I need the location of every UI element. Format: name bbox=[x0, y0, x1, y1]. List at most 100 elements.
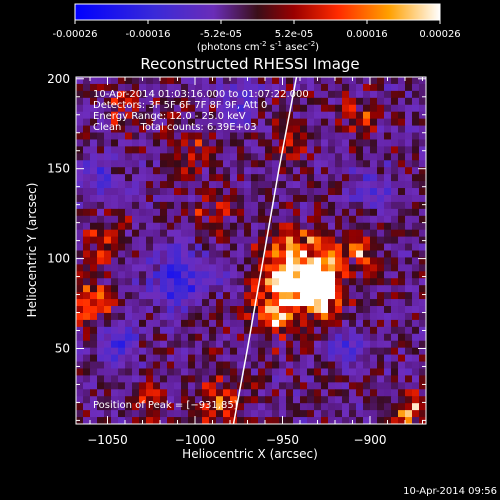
heatmap-cell bbox=[398, 299, 406, 307]
heatmap-cell bbox=[251, 83, 259, 92]
heatmap-cell bbox=[230, 236, 238, 245]
heatmap-cell bbox=[83, 97, 91, 106]
heatmap-cell bbox=[293, 153, 301, 161]
heatmap-cell bbox=[216, 354, 224, 363]
heatmap-cell bbox=[146, 97, 154, 106]
heatmap-cell bbox=[76, 396, 84, 404]
heatmap-cell bbox=[181, 368, 189, 377]
heatmap-cell bbox=[335, 201, 343, 210]
heatmap-cell bbox=[419, 243, 426, 252]
heatmap-cell bbox=[286, 125, 294, 134]
heatmap-cell bbox=[251, 97, 259, 106]
heatmap-cell bbox=[377, 83, 385, 92]
heatmap-cell bbox=[132, 208, 140, 217]
heatmap-cell bbox=[237, 278, 245, 286]
heatmap-cell bbox=[202, 312, 210, 321]
heatmap-cell bbox=[419, 174, 426, 182]
heatmap-cell bbox=[97, 229, 105, 238]
heatmap-cell bbox=[237, 326, 245, 335]
heatmap-cell bbox=[279, 382, 287, 390]
heatmap-cell bbox=[118, 264, 126, 272]
heatmap-cell bbox=[223, 410, 231, 418]
heatmap-cell bbox=[83, 417, 91, 424]
heatmap-cell bbox=[216, 278, 224, 286]
heatmap-cell bbox=[104, 285, 112, 293]
heatmap-cell bbox=[363, 97, 371, 106]
heatmap-cell bbox=[223, 250, 231, 259]
heatmap-cell bbox=[139, 243, 147, 252]
heatmap-cell bbox=[104, 257, 112, 265]
heatmap-cell bbox=[412, 160, 420, 168]
heatmap-cell bbox=[398, 271, 406, 279]
heatmap-cell bbox=[167, 181, 175, 189]
heatmap-cell bbox=[90, 403, 98, 411]
heatmap-cell bbox=[335, 389, 343, 397]
heatmap-cell bbox=[90, 278, 98, 286]
heatmap-cell bbox=[405, 319, 413, 328]
heatmap-cell bbox=[216, 396, 224, 404]
heatmap-cell bbox=[216, 306, 224, 314]
heatmap-cell bbox=[181, 201, 189, 210]
heatmap-cell bbox=[356, 312, 364, 321]
heatmap-cell bbox=[216, 194, 224, 203]
heatmap-cell bbox=[251, 125, 259, 134]
heatmap-cell bbox=[153, 111, 161, 120]
heatmap-cell bbox=[216, 90, 224, 99]
heatmap-cell bbox=[398, 389, 406, 397]
heatmap-cell bbox=[118, 382, 126, 390]
heatmap-cell bbox=[412, 236, 420, 245]
heatmap-cell bbox=[97, 111, 105, 120]
heatmap-cell bbox=[202, 403, 210, 411]
heatmap-cell bbox=[139, 215, 147, 224]
heatmap-cell bbox=[328, 194, 336, 203]
heatmap-cell bbox=[419, 222, 426, 231]
heatmap-cell bbox=[300, 132, 308, 141]
heatmap-cell bbox=[356, 257, 364, 265]
heatmap-cell bbox=[370, 292, 378, 300]
heatmap-cell bbox=[286, 375, 294, 383]
heatmap-cell bbox=[272, 111, 280, 120]
heatmap-cell bbox=[293, 132, 301, 141]
heatmap-cell bbox=[412, 132, 420, 141]
heatmap-cell bbox=[111, 222, 119, 231]
heatmap-cell bbox=[230, 90, 238, 99]
heatmap-cell bbox=[237, 90, 245, 99]
heatmap-cell bbox=[209, 319, 217, 328]
heatmap-cell bbox=[272, 368, 280, 377]
heatmap-cell bbox=[405, 326, 413, 335]
heatmap-cell bbox=[195, 271, 203, 279]
heatmap-cell bbox=[314, 153, 322, 161]
heatmap-cell bbox=[370, 111, 378, 120]
heatmap-cell bbox=[244, 278, 252, 286]
heatmap-cell bbox=[293, 292, 301, 300]
heatmap-cell bbox=[76, 375, 84, 383]
heatmap-cell bbox=[321, 319, 329, 328]
heatmap-cell bbox=[104, 292, 112, 300]
heatmap-cell bbox=[244, 333, 252, 342]
heatmap-cell bbox=[195, 278, 203, 286]
heatmap-cell bbox=[146, 319, 154, 328]
heatmap-cell bbox=[328, 90, 336, 99]
heatmap-cell bbox=[174, 160, 182, 168]
heatmap-cell bbox=[230, 299, 238, 307]
heatmap-cell bbox=[139, 174, 147, 182]
heatmap-cell bbox=[363, 354, 371, 363]
heatmap-cell bbox=[104, 222, 112, 231]
heatmap-cell bbox=[307, 250, 315, 259]
heatmap-cell bbox=[286, 194, 294, 203]
heatmap-cell bbox=[118, 83, 126, 92]
heatmap-cell bbox=[97, 188, 105, 196]
heatmap-cell bbox=[293, 382, 301, 390]
heatmap-cell bbox=[335, 278, 343, 286]
heatmap-cell bbox=[216, 340, 224, 349]
heatmap-cell bbox=[412, 347, 420, 356]
heatmap-cell bbox=[293, 83, 301, 92]
heatmap-cell bbox=[174, 403, 182, 411]
heatmap-cell bbox=[188, 278, 196, 286]
heatmap-cell bbox=[195, 194, 203, 203]
heatmap-cell bbox=[188, 208, 196, 217]
heatmap-cell bbox=[370, 201, 378, 210]
heatmap-cell bbox=[293, 375, 301, 383]
heatmap-cell bbox=[111, 403, 119, 411]
heatmap-cell bbox=[258, 229, 266, 238]
